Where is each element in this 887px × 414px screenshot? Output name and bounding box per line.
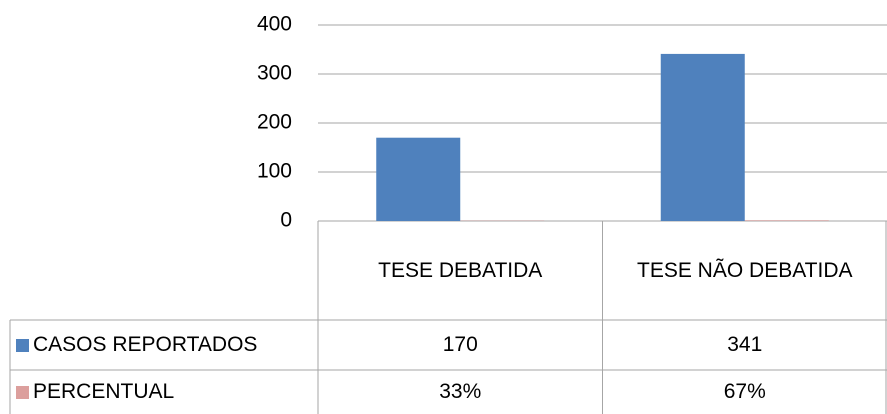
data-label: 341: [727, 333, 763, 356]
table-cell: 341: [603, 320, 887, 370]
legend-key: [16, 338, 29, 352]
category-cell: TESE DEBATIDA: [318, 221, 603, 320]
legend-label: CASOS REPORTADOS: [33, 333, 258, 356]
x-tick-label: TESE NÃO DEBATIDA: [637, 258, 853, 282]
y-tick-label: 400: [257, 13, 292, 36]
data-label: 33%: [439, 380, 482, 403]
y-tick-label: 0: [280, 209, 292, 232]
legend-key: [16, 385, 29, 399]
legend-item: CASOS REPORTADOS: [10, 320, 318, 370]
bar: [376, 137, 461, 221]
y-tick-label: 200: [257, 111, 292, 134]
data-label: 170: [442, 333, 478, 356]
y-tick-label: 300: [257, 62, 292, 85]
category-cell: TESE NÃO DEBATIDA: [603, 221, 887, 320]
legend-item: PERCENTUAL: [10, 370, 318, 414]
table-cell: 33%: [318, 370, 603, 414]
x-tick-label: TESE DEBATIDA: [378, 258, 543, 282]
table-cell: 67%: [603, 370, 887, 414]
table-cell: 170: [318, 320, 603, 370]
data-label: 67%: [723, 380, 766, 403]
bar: [660, 53, 745, 221]
y-tick-label: 100: [257, 160, 292, 183]
legend-label: PERCENTUAL: [33, 380, 175, 403]
